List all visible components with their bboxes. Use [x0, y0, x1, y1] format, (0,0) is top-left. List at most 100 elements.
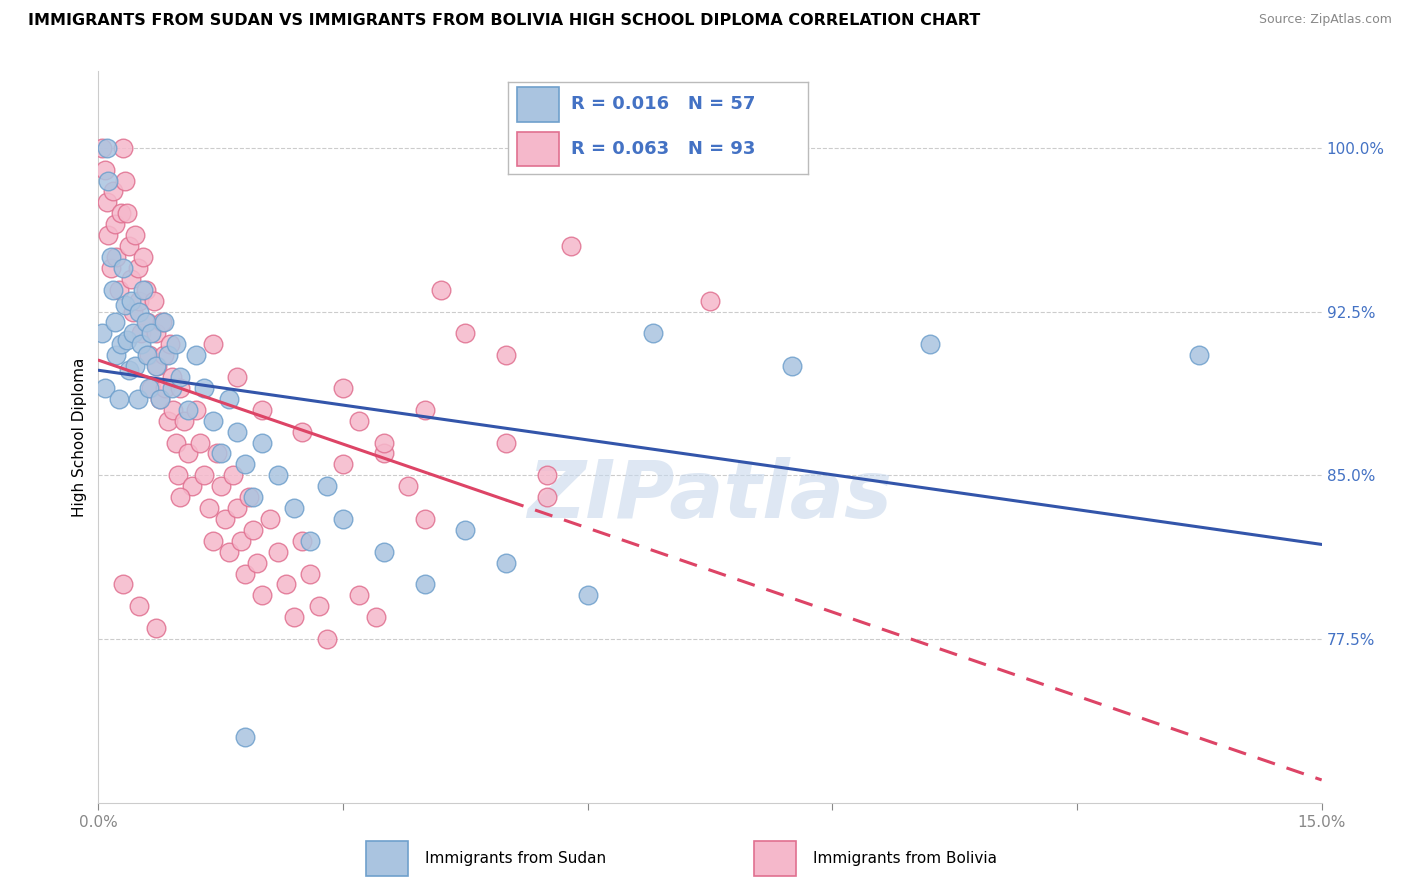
Point: [138, 381, 160, 395]
Point: [250, 402, 273, 417]
Point: [136, 315, 159, 329]
Point: [222, 468, 245, 483]
Point: [138, 348, 160, 362]
Point: [780, 359, 803, 373]
Point: [173, 414, 195, 428]
Point: [315, 632, 337, 646]
Point: [233, 458, 256, 472]
Point: [259, 512, 281, 526]
Point: [349, 588, 371, 602]
Point: [169, 370, 191, 384]
Point: [201, 533, 224, 548]
Point: [299, 566, 322, 581]
Point: [291, 425, 314, 439]
Point: [129, 326, 152, 341]
Point: [332, 381, 354, 395]
Point: [201, 337, 224, 351]
Point: [218, 545, 240, 559]
Point: [149, 392, 172, 406]
Point: [142, 293, 165, 308]
Point: [110, 337, 132, 351]
Point: [145, 359, 167, 373]
Text: R = 0.063   N = 93: R = 0.063 N = 93: [571, 140, 755, 158]
Point: [96, 195, 118, 210]
Point: [128, 304, 150, 318]
Point: [169, 490, 191, 504]
Point: [156, 414, 179, 428]
Point: [96, 141, 118, 155]
Point: [218, 392, 240, 406]
Text: Immigrants from Bolivia: Immigrants from Bolivia: [813, 851, 997, 866]
Point: [308, 599, 330, 614]
Point: [129, 337, 152, 351]
Point: [127, 392, 149, 406]
Point: [233, 566, 256, 581]
Text: ZIPatlas: ZIPatlas: [527, 457, 893, 534]
Point: [242, 490, 264, 504]
FancyBboxPatch shape: [754, 841, 796, 876]
Point: [115, 206, 138, 220]
Point: [141, 326, 163, 341]
Point: [128, 599, 150, 614]
Point: [267, 468, 290, 483]
Point: [246, 556, 269, 570]
Point: [132, 250, 155, 264]
Point: [699, 293, 721, 308]
Point: [120, 293, 142, 308]
Point: [94, 162, 117, 177]
Point: [231, 533, 253, 548]
Point: [209, 479, 232, 493]
Point: [145, 621, 167, 635]
Point: [188, 435, 212, 450]
Point: [104, 217, 127, 231]
Point: [920, 337, 942, 351]
Point: [413, 577, 436, 591]
Point: [413, 512, 436, 526]
Point: [373, 446, 395, 460]
Point: [124, 228, 146, 243]
Point: [495, 348, 517, 362]
Point: [291, 533, 314, 548]
Point: [576, 588, 599, 602]
Point: [105, 250, 128, 264]
Point: [283, 610, 305, 624]
Point: [160, 381, 183, 395]
Point: [91, 326, 114, 341]
Point: [111, 260, 134, 275]
Point: [149, 392, 172, 406]
Point: [156, 348, 179, 362]
Point: [349, 414, 371, 428]
Point: [120, 272, 142, 286]
Point: [110, 206, 132, 220]
Point: [201, 414, 224, 428]
Point: [104, 315, 127, 329]
Point: [146, 359, 169, 373]
Point: [181, 479, 204, 493]
Text: IMMIGRANTS FROM SUDAN VS IMMIGRANTS FROM BOLIVIA HIGH SCHOOL DIPLOMA CORRELATION: IMMIGRANTS FROM SUDAN VS IMMIGRANTS FROM…: [28, 13, 980, 29]
Point: [226, 370, 249, 384]
Point: [536, 468, 558, 483]
Point: [267, 545, 290, 559]
Point: [430, 283, 453, 297]
Point: [641, 326, 664, 341]
Point: [118, 363, 141, 377]
Point: [118, 239, 141, 253]
Point: [332, 512, 354, 526]
Point: [238, 490, 260, 504]
Point: [165, 337, 187, 351]
Point: [121, 326, 143, 341]
Point: [145, 326, 167, 341]
Point: [121, 304, 143, 318]
Point: [152, 315, 174, 329]
Point: [209, 446, 232, 460]
Point: [100, 250, 122, 264]
Point: [165, 435, 187, 450]
Point: [101, 283, 124, 297]
Point: [315, 479, 337, 493]
Y-axis label: High School Diploma: High School Diploma: [72, 358, 87, 516]
Point: [100, 260, 122, 275]
Point: [413, 402, 436, 417]
Point: [250, 588, 273, 602]
Point: [155, 381, 177, 395]
Text: R = 0.016   N = 57: R = 0.016 N = 57: [571, 95, 755, 113]
